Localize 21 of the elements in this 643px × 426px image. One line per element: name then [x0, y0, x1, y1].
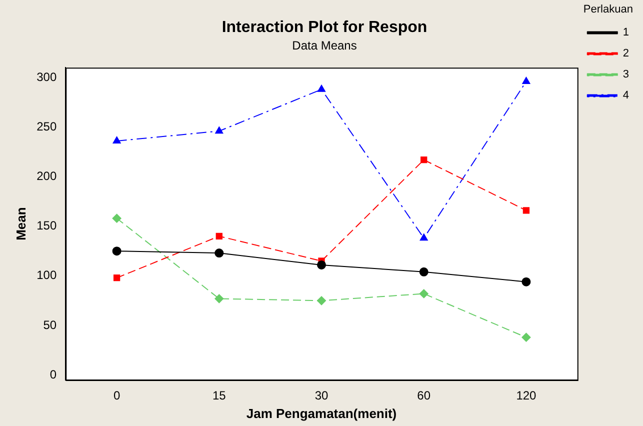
- chart-subtitle: Data Means: [292, 38, 357, 53]
- legend-label: 1: [622, 26, 630, 39]
- x-tick-label: 0: [113, 388, 120, 403]
- y-tick-label: 150: [36, 218, 57, 233]
- x-tick-label: 120: [516, 388, 537, 403]
- x-tick-label: 30: [314, 388, 328, 403]
- legend-label: 3: [622, 68, 630, 81]
- y-tick-label: 200: [36, 169, 57, 184]
- chart-title: Interaction Plot for Respon: [222, 19, 428, 36]
- legend-label: 2: [622, 48, 630, 60]
- x-tick-label: 60: [417, 388, 431, 403]
- legend-label: 4: [622, 90, 630, 102]
- y-tick-label: 250: [36, 119, 57, 134]
- x-tick-label: 15: [212, 388, 226, 403]
- y-tick-label: 0: [50, 367, 57, 382]
- y-tick-label: 300: [36, 70, 57, 84]
- legend-title: Perlakuan: [583, 4, 633, 16]
- y-axis-title: Mean: [13, 207, 28, 240]
- x-axis-title: Jam Pengamatan(menit): [246, 406, 397, 421]
- y-tick-label: 50: [43, 318, 57, 332]
- y-tick-label: 100: [36, 268, 57, 282]
